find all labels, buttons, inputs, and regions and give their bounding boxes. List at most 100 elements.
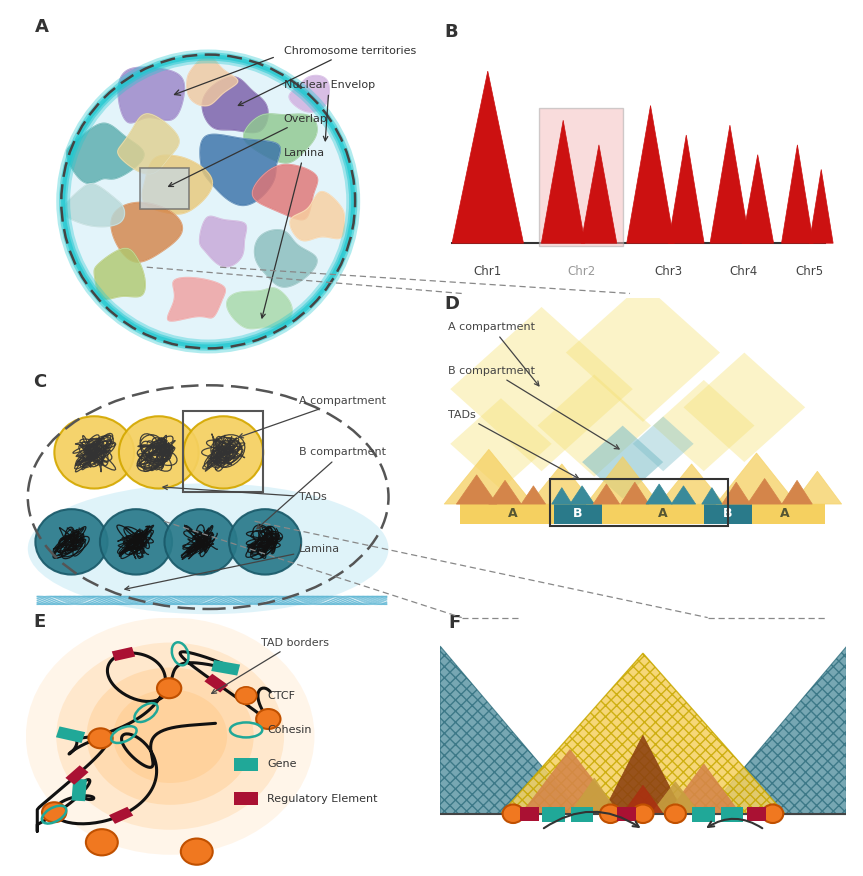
Polygon shape xyxy=(683,353,805,463)
Ellipse shape xyxy=(28,484,388,614)
Polygon shape xyxy=(582,426,663,498)
FancyBboxPatch shape xyxy=(56,726,85,743)
Polygon shape xyxy=(111,202,182,262)
Polygon shape xyxy=(716,453,797,504)
Polygon shape xyxy=(671,486,696,504)
Circle shape xyxy=(181,838,212,865)
Polygon shape xyxy=(541,120,585,244)
Polygon shape xyxy=(722,482,751,504)
Polygon shape xyxy=(488,480,521,504)
Polygon shape xyxy=(566,283,720,422)
Text: Lamina: Lamina xyxy=(261,147,324,318)
Text: B: B xyxy=(573,507,583,519)
Text: Chr5: Chr5 xyxy=(796,265,823,279)
Circle shape xyxy=(502,804,524,823)
Polygon shape xyxy=(117,114,180,174)
FancyBboxPatch shape xyxy=(692,807,715,822)
Circle shape xyxy=(56,643,284,830)
Text: A: A xyxy=(35,18,49,36)
Polygon shape xyxy=(66,124,144,183)
FancyBboxPatch shape xyxy=(617,808,636,821)
FancyBboxPatch shape xyxy=(109,807,133,823)
FancyBboxPatch shape xyxy=(234,793,257,805)
Text: Cohesin: Cohesin xyxy=(267,725,312,735)
Polygon shape xyxy=(668,135,704,244)
Polygon shape xyxy=(538,375,651,477)
Polygon shape xyxy=(646,484,672,504)
Text: A compartment: A compartment xyxy=(448,322,539,385)
Text: A: A xyxy=(658,507,668,519)
Circle shape xyxy=(63,56,353,347)
Circle shape xyxy=(88,728,113,748)
Polygon shape xyxy=(94,248,145,300)
Circle shape xyxy=(665,804,686,823)
Polygon shape xyxy=(521,486,545,504)
Text: A: A xyxy=(508,507,518,519)
Polygon shape xyxy=(581,145,617,244)
Polygon shape xyxy=(782,480,812,504)
Polygon shape xyxy=(142,155,212,214)
Polygon shape xyxy=(593,484,620,504)
Polygon shape xyxy=(782,145,813,244)
Polygon shape xyxy=(450,399,551,490)
Polygon shape xyxy=(793,471,841,504)
Polygon shape xyxy=(742,155,773,244)
FancyBboxPatch shape xyxy=(721,807,743,822)
Polygon shape xyxy=(243,114,317,163)
Polygon shape xyxy=(227,288,292,328)
Circle shape xyxy=(184,416,263,489)
Circle shape xyxy=(26,618,314,855)
Circle shape xyxy=(119,416,198,489)
FancyBboxPatch shape xyxy=(746,808,766,821)
Polygon shape xyxy=(444,449,533,504)
Polygon shape xyxy=(809,169,833,244)
Polygon shape xyxy=(63,184,124,227)
Polygon shape xyxy=(501,653,785,814)
Text: C: C xyxy=(34,373,47,391)
Polygon shape xyxy=(202,77,268,132)
Circle shape xyxy=(54,416,134,489)
Text: Chromosome territories: Chromosome territories xyxy=(238,46,416,105)
Circle shape xyxy=(229,509,301,575)
FancyBboxPatch shape xyxy=(554,504,602,524)
Polygon shape xyxy=(622,785,663,814)
Text: Lamina: Lamina xyxy=(125,544,340,590)
Circle shape xyxy=(762,804,784,823)
Text: Chr1: Chr1 xyxy=(474,265,502,279)
Polygon shape xyxy=(570,778,619,814)
FancyBboxPatch shape xyxy=(704,504,753,524)
Circle shape xyxy=(42,802,66,823)
FancyBboxPatch shape xyxy=(66,766,89,785)
Polygon shape xyxy=(452,71,524,244)
Polygon shape xyxy=(586,456,659,504)
Text: B: B xyxy=(444,23,457,40)
Polygon shape xyxy=(633,416,694,471)
Polygon shape xyxy=(521,750,619,814)
Polygon shape xyxy=(710,125,750,244)
Text: Chr2: Chr2 xyxy=(567,265,595,279)
Circle shape xyxy=(90,832,114,852)
Text: D: D xyxy=(444,295,459,313)
Circle shape xyxy=(600,804,621,823)
Circle shape xyxy=(236,687,257,704)
FancyBboxPatch shape xyxy=(141,167,189,209)
Polygon shape xyxy=(118,67,185,123)
Polygon shape xyxy=(627,105,674,244)
Polygon shape xyxy=(653,380,754,471)
Text: A: A xyxy=(780,507,790,519)
FancyBboxPatch shape xyxy=(570,807,593,822)
Polygon shape xyxy=(187,55,238,106)
Polygon shape xyxy=(747,478,782,504)
Polygon shape xyxy=(551,488,572,504)
Polygon shape xyxy=(252,165,318,220)
Circle shape xyxy=(113,689,227,783)
Circle shape xyxy=(185,842,209,862)
FancyBboxPatch shape xyxy=(211,660,240,675)
FancyBboxPatch shape xyxy=(461,504,825,524)
Polygon shape xyxy=(620,482,649,504)
Polygon shape xyxy=(255,230,317,287)
Text: F: F xyxy=(448,614,461,632)
Polygon shape xyxy=(290,192,344,241)
Text: B compartment: B compartment xyxy=(257,448,387,529)
Text: Overlap: Overlap xyxy=(168,114,327,187)
